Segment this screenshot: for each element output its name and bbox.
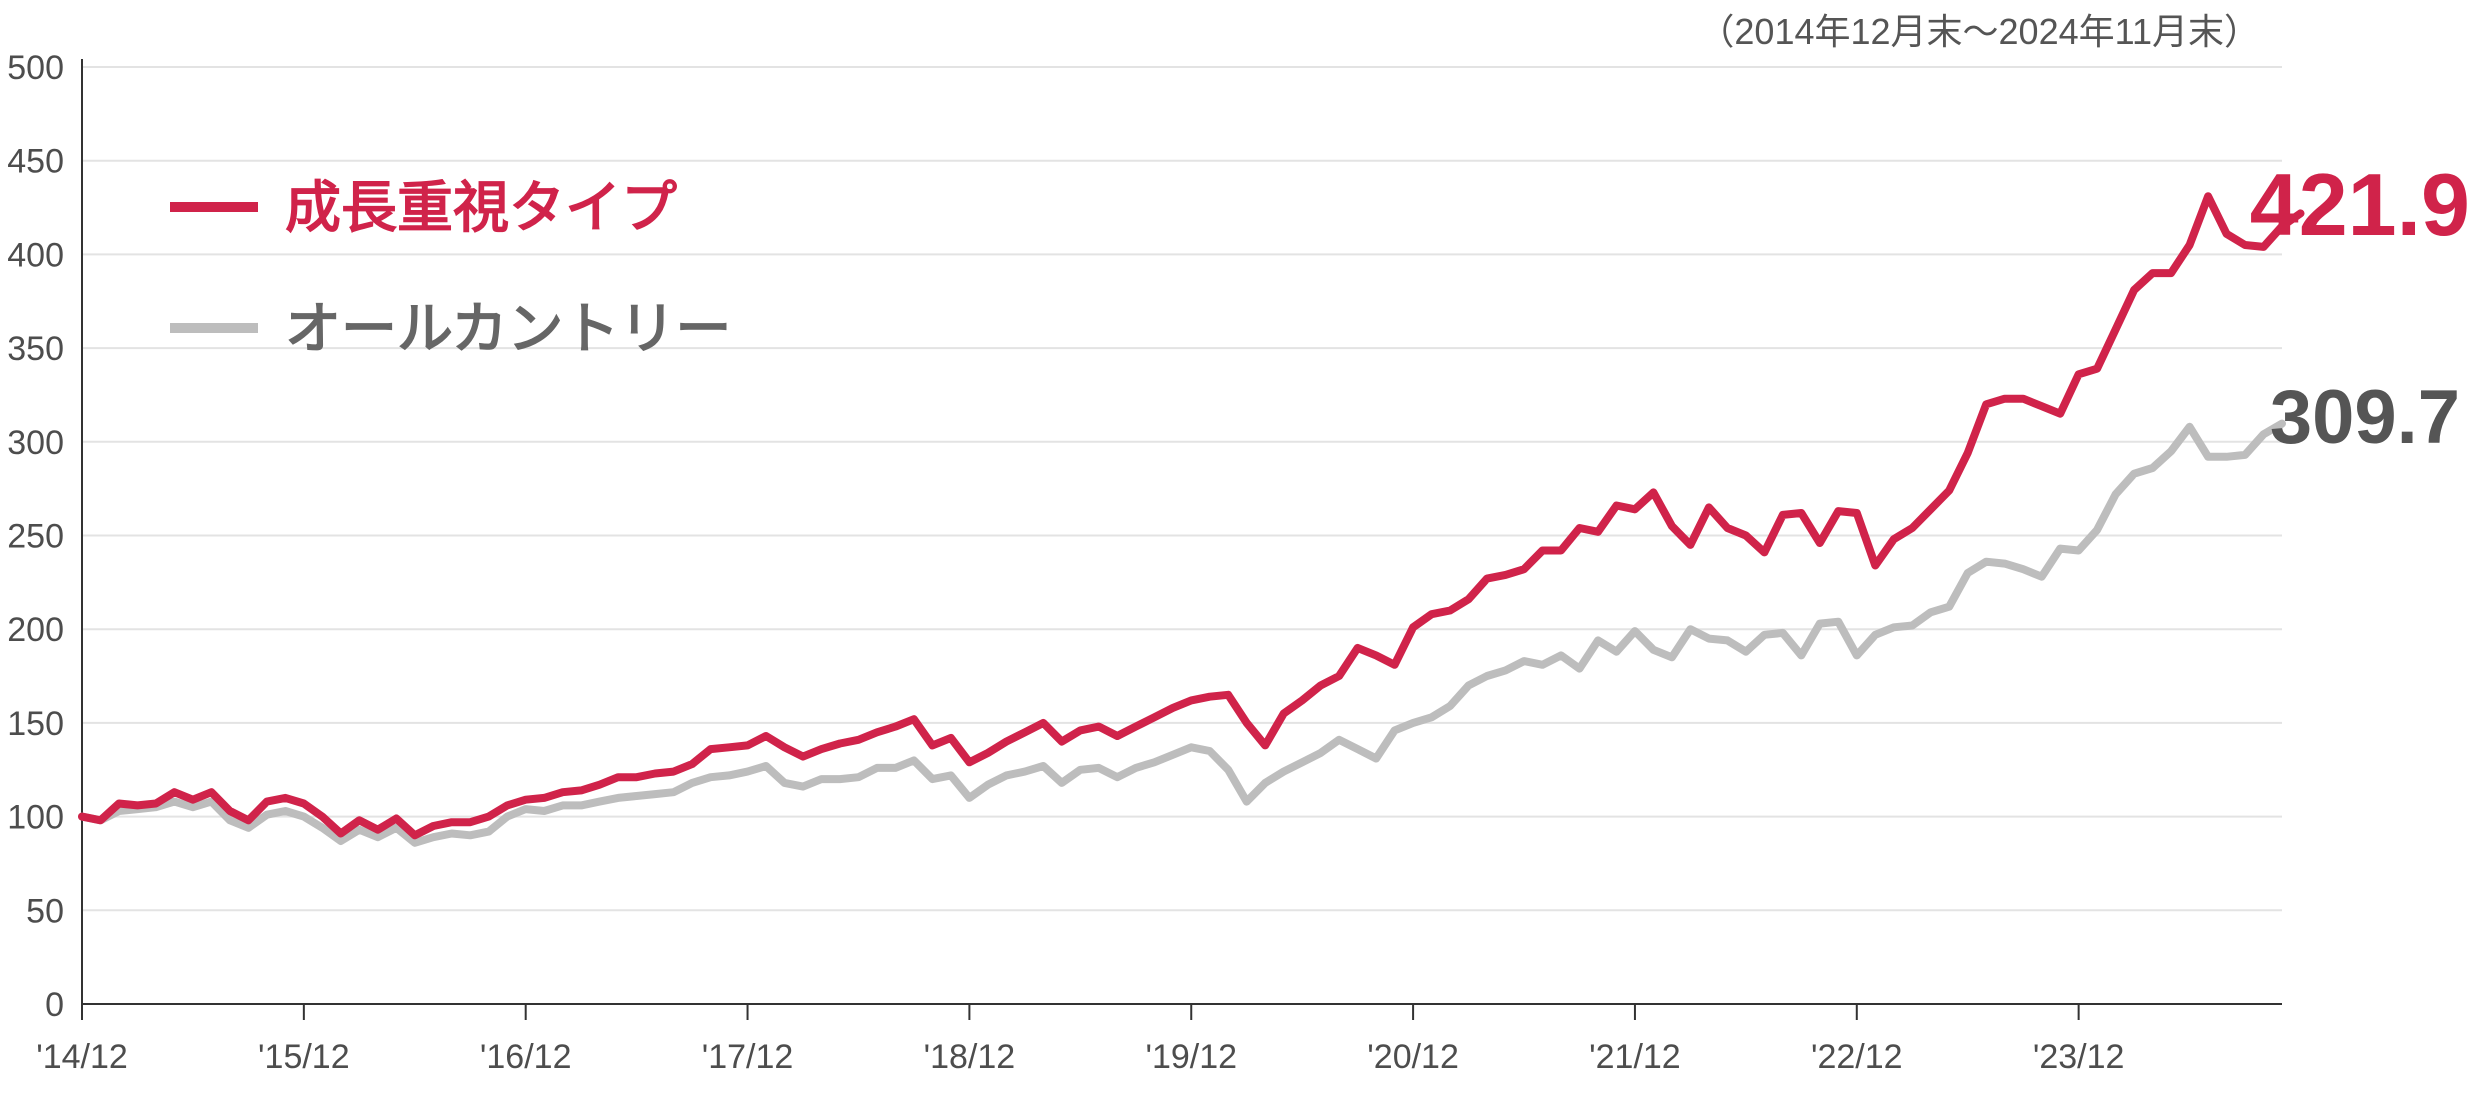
series-lines [78, 192, 2305, 847]
legend-item-allcountry: オールカントリー [170, 297, 731, 362]
axes: 0 50 100 150 200 250 300 350 400 450 500 '14/12 '15/… [7, 49, 2282, 1076]
x-tick-label: '14/12 [36, 1038, 128, 1076]
x-tick-label: '19/12 [1145, 1038, 1237, 1076]
y-tick-label: 350 [7, 330, 64, 368]
legend-label-growth: 成長重視タイプ [285, 176, 677, 241]
y-tick-label: 500 [7, 49, 64, 87]
y-tick-label: 150 [7, 705, 64, 743]
y-tick-label: 0 [45, 986, 64, 1024]
y-tick-label: 450 [7, 143, 64, 181]
legend-label-allcountry: オールカントリー [285, 297, 731, 362]
y-tick-label: 250 [7, 518, 64, 556]
x-tick-label: '17/12 [702, 1038, 794, 1076]
grid-lines [82, 66, 2282, 912]
legend: 成長重視タイプ オールカントリー [170, 176, 731, 362]
y-tick-label: 50 [26, 892, 64, 930]
y-tick-label: 300 [7, 424, 64, 462]
x-tick-label: '22/12 [1811, 1038, 1903, 1076]
series-line-allcountry [78, 419, 2286, 847]
end-value-allcountry: 309.7 [2270, 375, 2460, 460]
x-tick-label: '20/12 [1367, 1038, 1459, 1076]
y-tick-label: 100 [7, 799, 64, 837]
x-tick-label: '15/12 [258, 1038, 350, 1076]
y-tick-label: 400 [7, 236, 64, 274]
series-line-growth [78, 192, 2305, 840]
x-tick-label: '21/12 [1589, 1038, 1681, 1076]
x-tick-label: '16/12 [480, 1038, 572, 1076]
x-tick-label: '18/12 [924, 1038, 1016, 1076]
period-note: （2014年12月末〜2024年11月末） [1698, 11, 2260, 52]
y-tick-label: 200 [7, 611, 64, 649]
end-value-growth: 421.9 [2250, 155, 2470, 254]
legend-item-growth: 成長重視タイプ [170, 176, 677, 241]
x-tick-label: '23/12 [2033, 1038, 2125, 1076]
